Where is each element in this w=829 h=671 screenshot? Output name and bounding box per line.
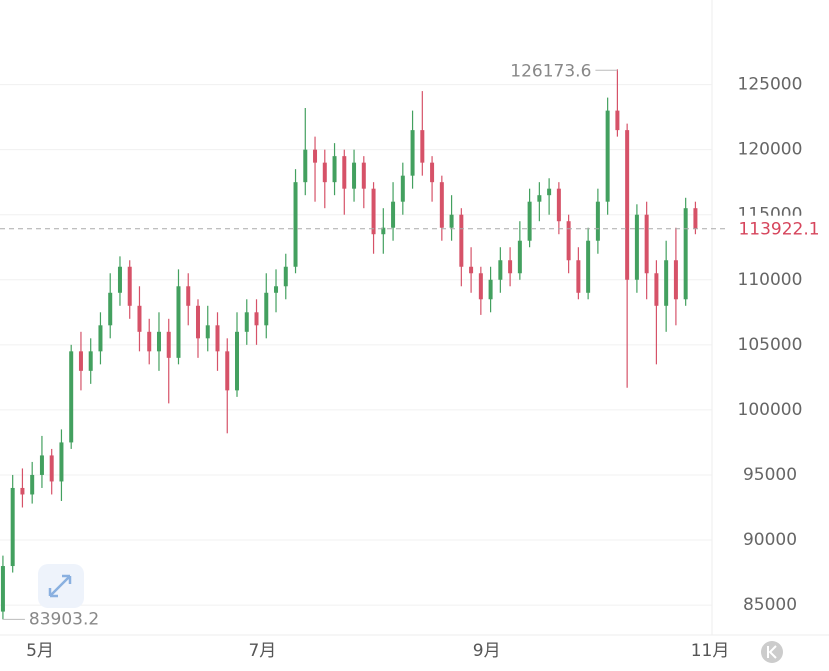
candle-body: [98, 325, 103, 352]
y-tick-label: 125000: [738, 75, 803, 95]
low-annotation: 83903.2: [29, 609, 99, 629]
x-tick-label: 5月: [26, 641, 54, 661]
candle-body: [576, 260, 581, 293]
candle-body: [283, 266, 288, 287]
candle-body: [508, 260, 513, 274]
candle-body: [517, 240, 522, 274]
candle-body: [10, 487, 15, 567]
candle-body: [683, 208, 688, 300]
candle-body: [391, 201, 396, 228]
candle-body: [166, 331, 171, 358]
candle-body: [156, 331, 161, 352]
candle-body: [127, 266, 132, 306]
candle-body: [693, 208, 698, 229]
candle-body: [264, 292, 269, 326]
candle-body: [20, 487, 25, 495]
candle-body: [644, 214, 649, 274]
candle-body: [410, 130, 415, 176]
candle-body: [615, 110, 620, 131]
candle-body: [313, 149, 318, 163]
candle-body: [39, 455, 44, 475]
candle-body: [342, 156, 347, 189]
candle-body: [293, 182, 298, 267]
candle-body: [137, 305, 142, 332]
candle-body: [459, 214, 464, 267]
candle-body: [186, 286, 191, 306]
candle-body: [352, 162, 357, 189]
candle-body: [176, 286, 181, 358]
candle-body: [673, 260, 678, 300]
candle-body: [0, 566, 5, 612]
x-tick-label: 9月: [473, 641, 501, 661]
candle-body: [605, 110, 610, 202]
candle-body: [322, 162, 327, 183]
candle-body: [634, 214, 639, 280]
y-tick-label: 110000: [738, 270, 803, 290]
candle-body: [498, 260, 503, 280]
y-tick-label: 85000: [743, 595, 797, 615]
candle-body: [225, 351, 230, 391]
y-tick-label: 105000: [738, 335, 803, 355]
candle-body: [88, 351, 93, 371]
y-tick-label: 100000: [738, 400, 803, 420]
candle-body: [235, 331, 240, 391]
candle-body: [147, 331, 152, 352]
x-tick-label: 7月: [248, 641, 276, 661]
candle-body: [59, 442, 64, 482]
candle-body: [654, 273, 659, 306]
y-tick-label: 95000: [743, 465, 797, 485]
candle-body: [303, 149, 308, 183]
last-price-label: 113922.1: [738, 220, 819, 240]
candle-body: [449, 214, 454, 228]
candle-body: [547, 188, 552, 196]
candle-body: [371, 188, 376, 235]
candle-body: [361, 162, 366, 189]
candle-body: [478, 273, 483, 300]
candle-body: [439, 182, 444, 228]
candle-body: [69, 351, 74, 443]
candle-body: [430, 162, 435, 183]
candle-body: [586, 240, 591, 293]
candle-body: [244, 312, 249, 332]
candle-body: [420, 130, 425, 163]
candle-body: [664, 260, 669, 306]
candle-body: [381, 227, 386, 235]
candle-body: [332, 156, 337, 183]
candle-body: [274, 286, 279, 293]
candle-body: [30, 474, 35, 495]
candle-body: [625, 130, 630, 280]
candle-body: [556, 188, 561, 222]
candle-body: [400, 175, 405, 202]
candle-body: [78, 351, 83, 371]
k-button[interactable]: [761, 641, 783, 663]
candle-body: [537, 195, 542, 202]
y-tick-label: 90000: [743, 530, 797, 550]
candle-body: [117, 266, 122, 293]
candle-body: [195, 305, 200, 339]
candle-body: [49, 455, 54, 482]
expand-button[interactable]: [38, 564, 84, 608]
candle-body: [527, 201, 532, 241]
candle-body: [566, 221, 571, 261]
candle-body: [215, 325, 220, 352]
candle-body: [205, 325, 210, 339]
candle-body: [254, 312, 259, 326]
candle-body: [488, 279, 493, 300]
candle-body: [108, 292, 113, 326]
x-tick-label: 11月: [691, 641, 730, 661]
candle-body: [469, 266, 474, 274]
y-tick-label: 120000: [738, 140, 803, 160]
high-annotation: 126173.6: [510, 61, 591, 81]
last-price-box: [727, 215, 829, 242]
candle-body: [595, 201, 600, 241]
